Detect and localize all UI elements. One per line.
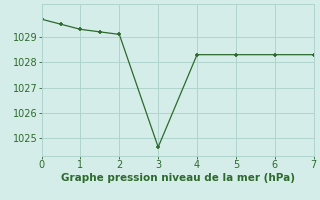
X-axis label: Graphe pression niveau de la mer (hPa): Graphe pression niveau de la mer (hPa) [60,173,295,183]
